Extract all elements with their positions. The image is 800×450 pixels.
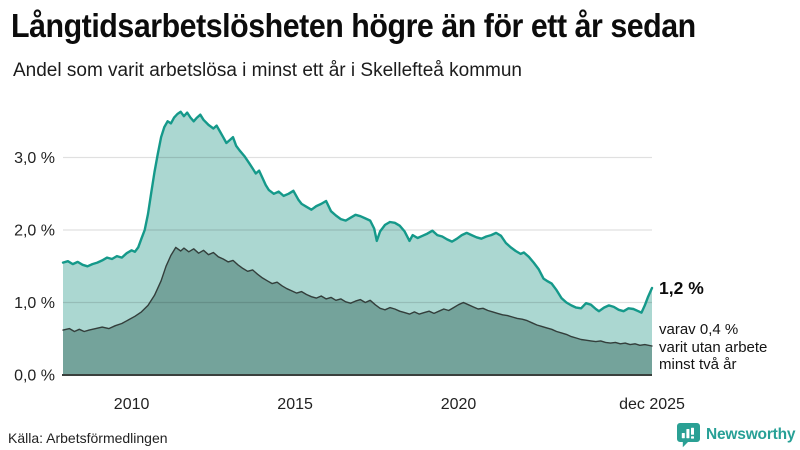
note-line-2: varit utan arbete (659, 338, 768, 356)
x-axis-tick-label: dec 2025 (619, 396, 685, 413)
newsworthy-wordmark: Newsworthy (706, 426, 796, 443)
note-line-3: minst två år (659, 356, 737, 373)
source-attribution: Källa: Arbetsförmedlingen (8, 430, 168, 446)
page-subtitle: Andel som varit arbetslösa i minst ett å… (13, 60, 522, 81)
page-title: Långtidsarbetslösheten högre än för ett … (11, 7, 696, 44)
series-areas-group (63, 111, 652, 376)
secondary-series-note: varav 0,4 % varit utan arbete minst två … (659, 321, 767, 374)
note-line-1: varav 0,4 % (659, 321, 739, 338)
x-axis-tick-label: 2015 (277, 396, 313, 413)
newsworthy-branding: Newsworthy (676, 422, 796, 448)
series-line-1 (61, 110, 654, 314)
newsworthy-logo-icon (676, 422, 701, 448)
latest-value-label: 1,2 % (659, 278, 704, 298)
y-axis-tick-label: 0,0 % (14, 368, 55, 385)
series-line-2 (62, 246, 653, 347)
y-axis-labels-group: 0,0 % 1,0 % 2,0 % 3,0 % (14, 150, 55, 385)
x-axis-tick-label: 2020 (441, 396, 477, 413)
x-axis-tick-label: 2010 (114, 396, 150, 413)
gridlines-group (63, 156, 652, 304)
series-area-2 (63, 247, 652, 375)
y-axis-tick-label: 2,0 % (14, 223, 55, 240)
x-axis-labels-group: 2010 2015 2020 dec 2025 (114, 396, 685, 413)
y-axis-tick-label: 1,0 % (14, 295, 55, 312)
y-axis-tick-label: 3,0 % (14, 150, 55, 167)
series-lines-group (61, 110, 654, 347)
